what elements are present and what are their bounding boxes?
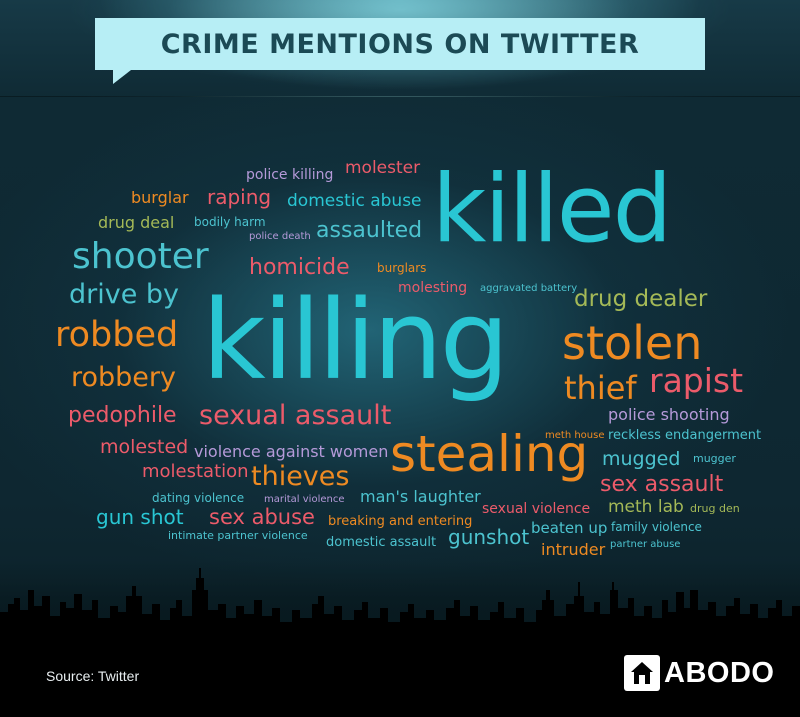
cloud-word: robbery bbox=[71, 362, 176, 393]
cloud-word: marital violence bbox=[264, 494, 345, 505]
cloud-word: intimate partner violence bbox=[168, 529, 308, 542]
source-caption: Source: Twitter bbox=[46, 668, 140, 684]
cloud-word: meth lab bbox=[608, 497, 684, 517]
cloud-word: shooter bbox=[72, 236, 209, 277]
cloud-word: assaulted bbox=[316, 218, 423, 243]
cloud-word: rapist bbox=[649, 361, 744, 400]
cloud-word: robbed bbox=[55, 315, 179, 355]
cloud-word: sexual assault bbox=[199, 400, 392, 431]
page-title: CRIME MENTIONS ON TWITTER bbox=[160, 28, 640, 60]
cloud-word: aggravated battery bbox=[480, 283, 578, 294]
cloud-word: reckless endangerment bbox=[608, 428, 762, 443]
cloud-word: stealing bbox=[390, 425, 589, 483]
cloud-word: sex abuse bbox=[209, 505, 315, 529]
brand-logo: ABODO bbox=[624, 655, 774, 691]
cloud-word: bodily harm bbox=[194, 215, 266, 229]
cloud-word: family violence bbox=[611, 520, 702, 534]
cloud-word: molested bbox=[100, 436, 189, 458]
cloud-word: intruder bbox=[541, 540, 606, 559]
cloud-word: drug deal bbox=[98, 213, 175, 232]
cloud-word: sexual violence bbox=[482, 501, 591, 517]
cloud-word: homicide bbox=[249, 255, 350, 280]
brand-name: ABODO bbox=[664, 656, 775, 689]
cloud-word: breaking and entering bbox=[328, 514, 473, 529]
cloud-word: molesting bbox=[398, 280, 468, 296]
cloud-word: burglars bbox=[377, 261, 427, 275]
cloud-word: police death bbox=[249, 231, 311, 242]
cloud-word: gunshot bbox=[448, 525, 530, 549]
cloud-word: man's laughter bbox=[360, 487, 481, 506]
cloud-word: partner abuse bbox=[610, 539, 681, 550]
title-banner: CRIME MENTIONS ON TWITTER bbox=[95, 18, 705, 84]
cloud-word: police killing bbox=[246, 167, 334, 183]
cloud-word: drug dealer bbox=[574, 286, 708, 312]
cloud-word: meth house bbox=[545, 430, 605, 441]
cloud-word: dating violence bbox=[152, 491, 245, 505]
cloud-word: raping bbox=[207, 185, 272, 209]
cloud-word: thief bbox=[564, 369, 637, 407]
cloud-word: drive by bbox=[69, 279, 180, 310]
city-skyline bbox=[0, 560, 800, 717]
cloud-word: beaten up bbox=[531, 519, 608, 537]
cloud-word: violence against women bbox=[194, 442, 389, 461]
cloud-word: gun shot bbox=[96, 505, 184, 529]
cloud-word: domestic abuse bbox=[287, 191, 422, 211]
cloud-word: molester bbox=[345, 158, 421, 178]
house-icon bbox=[624, 655, 660, 691]
cloud-word: killed bbox=[432, 155, 672, 264]
cloud-word: killing bbox=[202, 276, 509, 404]
cloud-word: burglar bbox=[131, 188, 189, 207]
cloud-word: molestation bbox=[142, 461, 249, 482]
cloud-word: domestic assault bbox=[326, 535, 437, 550]
cloud-word: police shooting bbox=[608, 405, 730, 424]
cloud-word: pedophile bbox=[68, 403, 177, 428]
cloud-word: sex assault bbox=[600, 472, 724, 497]
cloud-word: stolen bbox=[562, 316, 703, 370]
cloud-word: drug den bbox=[690, 502, 740, 515]
cloud-word: mugger bbox=[693, 452, 736, 465]
cloud-word: thieves bbox=[251, 461, 350, 492]
cloud-word: mugged bbox=[602, 448, 681, 470]
